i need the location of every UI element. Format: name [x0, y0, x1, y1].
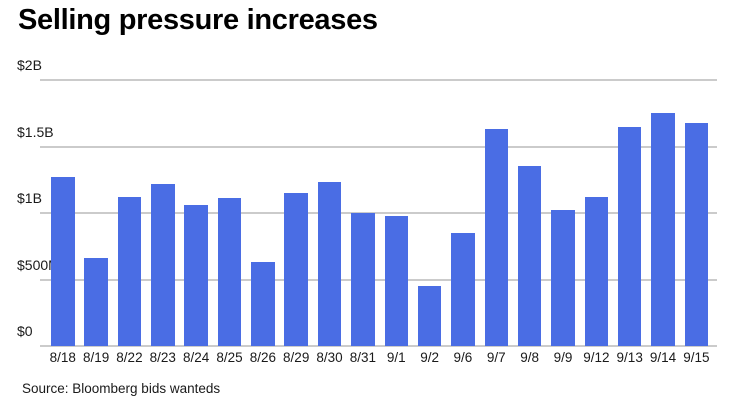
- x-axis-tick-label: 9/8: [520, 350, 540, 365]
- x-axis-tick-label: 8/23: [149, 350, 176, 365]
- bar-8/26: [251, 262, 275, 346]
- y-axis-tick-label: $2B: [17, 57, 42, 73]
- x-axis-tick-label: 9/1: [386, 350, 406, 365]
- y-axis-tick-label: $1B: [17, 190, 42, 206]
- x-axis-tick-label: 8/26: [249, 350, 276, 365]
- bar-8/29: [284, 193, 308, 346]
- y-axis-tick-label: $0: [17, 323, 33, 339]
- gridline-1.5b: [40, 145, 717, 148]
- bar-8/30: [317, 182, 342, 346]
- plot-area: 8/18 8/19 8/22 8/23 8/24 8/25 8/26 8/29 8/30 8/31…: [40, 79, 717, 365]
- bar-8/24: [184, 205, 208, 346]
- bar-8/23: [151, 183, 175, 346]
- x-axis-tick-label: 9/13: [616, 350, 643, 365]
- bar-8/31: [351, 213, 375, 346]
- x-axis-tick-label: 9/7: [486, 350, 506, 365]
- gridline-500m: [40, 278, 717, 281]
- gridline-1b: [40, 212, 717, 214]
- bar-9/14: [651, 113, 675, 346]
- x-axis-tick-label: 8/18: [49, 350, 76, 365]
- x-axis-tick-label: 8/22: [116, 350, 143, 365]
- x-axis-tick-label: 9/14: [649, 350, 677, 365]
- gridline-2b: [40, 79, 717, 81]
- bar-9/6: [451, 232, 475, 346]
- bar-8/25: [217, 198, 242, 346]
- x-axis-tick-label: 8/25: [216, 350, 243, 365]
- bar-9/2: [417, 286, 442, 346]
- bar-9/8: [517, 166, 542, 346]
- y-axis-tick-label: $500M: [17, 256, 60, 273]
- gridline-0: [40, 345, 717, 347]
- bar-9/9: [551, 210, 575, 346]
- bar-8/19: [84, 258, 108, 346]
- bar-9/12: [584, 197, 609, 346]
- bar-9/15: [684, 122, 709, 346]
- bar-9/7: [484, 129, 509, 346]
- x-axis-tick-label: 8/31: [349, 350, 377, 365]
- bar-8/22: [117, 197, 142, 346]
- bar-8/18: [51, 177, 75, 346]
- source-note: Source: Bloomberg bids wanteds: [22, 381, 221, 396]
- x-axis-tick-label: 9/12: [583, 350, 610, 365]
- x-axis-tick-label: 9/6: [453, 350, 473, 365]
- x-axis-tick-label: 8/29: [283, 350, 310, 365]
- x-axis-tick-label: 9/15: [683, 350, 710, 365]
- x-axis-tick-label: 8/19: [82, 350, 110, 365]
- y-axis-tick-label: $1.5B: [17, 123, 54, 140]
- bar-9/13: [617, 126, 642, 346]
- x-axis-tick-label: 9/2: [420, 350, 439, 365]
- x-axis-tick-label: 9/9: [553, 350, 573, 365]
- x-axis-tick-label: 8/24: [183, 350, 210, 365]
- x-axis-tick-label: 8/30: [316, 350, 343, 365]
- bar-9/1: [384, 215, 408, 346]
- chart-title: Selling pressure increases: [18, 4, 378, 36]
